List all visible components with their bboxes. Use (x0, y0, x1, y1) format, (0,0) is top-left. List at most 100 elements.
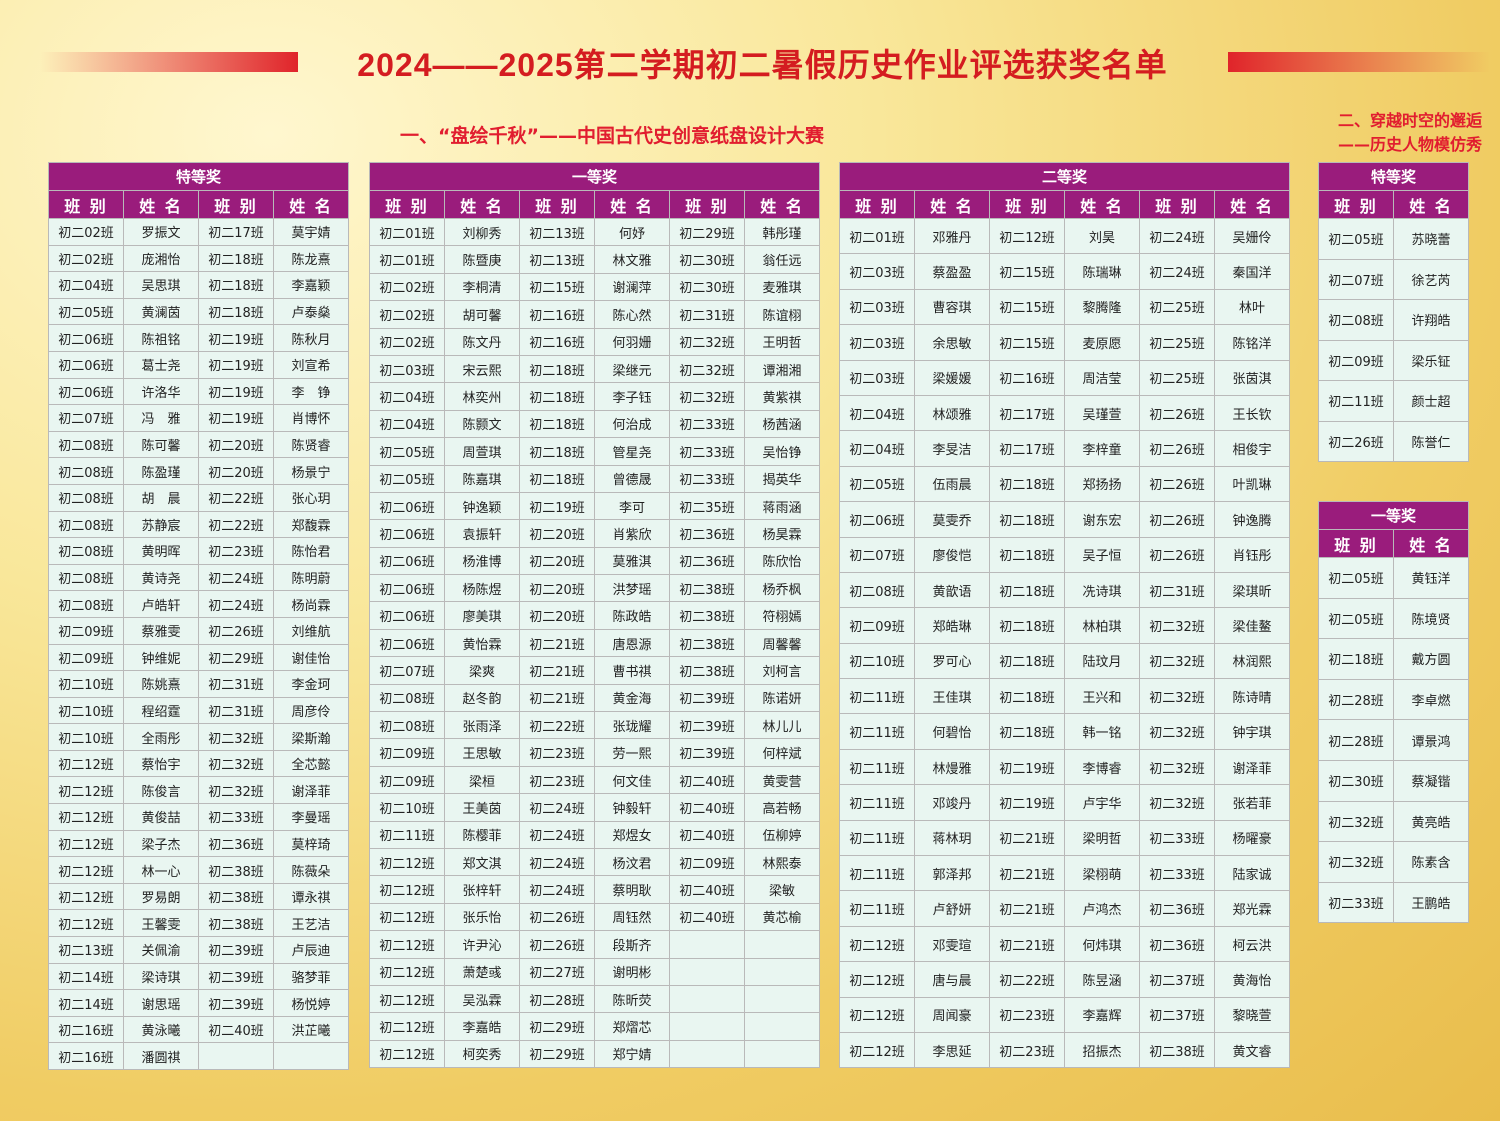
name-cell: 郑馥霖 (272, 510, 350, 539)
name-cell: 袁振轩 (444, 519, 520, 548)
class-cell: 初二38班 (198, 856, 274, 884)
table-row: 初二30班 蔡凝锴 (1318, 759, 1470, 802)
class-cell: 初二12班 (369, 1012, 445, 1041)
name-cell: 李嘉颖 (272, 271, 350, 299)
table-row: 初二33班 王鹏皓 (1318, 881, 1470, 924)
class-cell: 初二12班 (48, 829, 124, 858)
name-cell: 陈可馨 (123, 430, 199, 459)
class-cell: 初二04班 (48, 271, 124, 299)
name-column-header: 姓 名 (1392, 190, 1470, 219)
table-row: 初二08班 张雨泽 初二22班 张珑耀 初二39班 林儿儿 (369, 711, 821, 740)
name-cell: 伍雨晨 (914, 465, 990, 503)
name-cell: 揭英华 (743, 464, 821, 493)
name-cell: 郑光霖 (1213, 890, 1291, 927)
class-cell: 初二09班 (48, 643, 124, 672)
name-cell: 吴泓霖 (444, 984, 520, 1014)
name-cell: 林叶 (1213, 288, 1291, 326)
class-column-header: 班 别 (48, 190, 124, 219)
class-cell: 初二05班 (48, 297, 124, 326)
table-row: 初二07班 廖俊恺 初二18班 吴子恒 初二26班 肖钰彤 (839, 536, 1291, 573)
table-row: 初二12班 周闻豪 初二23班 李嘉辉 初二37班 黎晓萱 (839, 996, 1291, 1033)
class-cell: 初二36班 (669, 519, 745, 548)
class-cell: 初二32班 (1139, 748, 1215, 786)
name-column-header: 姓 名 (743, 190, 821, 219)
table-row: 初二07班冯 雅初二19班 肖博怀 (48, 404, 350, 432)
class-cell: 初二26班 (1139, 430, 1215, 467)
name-cell: 杨景宁 (272, 457, 350, 485)
name-cell: 吴怡铮 (743, 437, 821, 466)
class-cell: 初二18班 (989, 607, 1065, 644)
table-row: 初二05班 陈境贤 (1318, 597, 1470, 640)
class-cell: 初二31班 (198, 670, 274, 698)
class-cell: 初二09班 (369, 765, 445, 795)
table-row: 初二16班 潘圆祺 (48, 1042, 350, 1070)
class-cell (669, 1012, 745, 1041)
class-cell: 初二20班 (519, 546, 595, 576)
name-cell: 段斯齐 (594, 930, 670, 959)
name-cell: 陈怡君 (272, 537, 350, 565)
class-cell: 初二03班 (839, 359, 915, 396)
name-cell: 杨尚霖 (272, 590, 350, 618)
class-cell: 初二37班 (1139, 996, 1215, 1033)
class-cell: 初二38班 (669, 628, 745, 658)
name-cell: 曹书祺 (594, 656, 670, 685)
name-cell: 何治成 (594, 409, 670, 439)
table-row: 初二12班 黄俊喆 初二33班 李曼瑶 (48, 803, 350, 831)
name-cell: 谢佳怡 (272, 643, 350, 672)
name-cell: 钟宇琪 (1213, 713, 1291, 750)
table-row: 初二01班 邓雅丹 初二12班 刘昊 初二24班 吴姗伶 (839, 217, 1291, 255)
name-cell: 梁琪昕 (1213, 571, 1291, 609)
table-row: 初二09班 钟维妮 初二29班 谢佳怡 (48, 643, 350, 672)
name-cell: 莫雅淇 (594, 546, 670, 576)
name-cell: 杨汶君 (594, 847, 670, 877)
name-cell: 何羽姗 (594, 327, 670, 356)
name-cell: 劳一熙 (594, 738, 670, 767)
name-cell: 陈昕荧 (594, 984, 670, 1014)
class-cell: 初二19班 (198, 377, 274, 406)
name-cell: 苏静宸 (123, 510, 199, 539)
name-cell: 陈秋月 (272, 324, 350, 352)
class-cell: 初二21班 (519, 683, 595, 713)
special-prize-table-2: 特等奖班 别姓 名初二05班 苏晓蕾 初二07班 徐艺芮 初二08班 许翔皓 初二09班 梁乐… (1317, 162, 1470, 462)
table-row: 初二10班 罗可心 初二18班 陆玟月 初二32班 林润熙 (839, 642, 1291, 680)
class-cell: 初二08班 (48, 430, 124, 459)
table-row: 初二12班 李思延 初二23班 招振杰 初二38班 黄文睿 (839, 1031, 1291, 1069)
name-cell: 郑熠芯 (594, 1012, 670, 1041)
name-cell: 谢东宏 (1064, 501, 1140, 538)
table-row: 初二12班 邓雯瑄 初二21班 何炜琪 初二36班 柯云洪 (839, 925, 1291, 963)
table-row: 初二06班 葛士尧 初二19班 刘宣希 (48, 350, 350, 379)
table-row: 初二08班 黄诗尧 初二24班 陈明蔚 (48, 563, 350, 592)
name-cell: 全芯懿 (272, 749, 350, 778)
class-cell: 初二07班 (369, 656, 445, 685)
name-cell: 洪梦瑶 (594, 574, 670, 603)
table-row: 初二09班 蔡雅雯 初二26班 刘维航 (48, 616, 350, 645)
table-row: 初二03班 余思敏 初二15班 麦原愿 初二25班 陈铭洋 (839, 324, 1291, 361)
class-cell: 初二22班 (198, 483, 274, 512)
name-cell: 周彦伶 (272, 696, 350, 725)
class-cell: 初二31班 (1139, 571, 1215, 609)
class-cell: 初二32班 (198, 776, 274, 805)
name-cell: 李桐清 (444, 272, 520, 302)
class-cell: 初二18班 (519, 354, 595, 384)
table-row: 初二14班 谢思瑶 初二39班 杨悦婷 (48, 989, 350, 1017)
class-cell: 初二31班 (198, 696, 274, 725)
class-cell: 初二32班 (198, 723, 274, 751)
name-cell: 钟毅轩 (594, 793, 670, 822)
class-cell: 初二39班 (198, 936, 274, 964)
table-row: 初二18班 戴方圆 (1318, 638, 1470, 680)
table-row: 初二06班 黄怡霖 初二21班 唐恩源 初二38班 周馨馨 (369, 628, 821, 658)
class-cell: 初二08班 (48, 483, 124, 512)
class-cell: 初二09班 (48, 616, 124, 645)
name-column-header: 姓 名 (914, 190, 990, 219)
class-cell: 初二10班 (369, 793, 445, 822)
class-cell: 初二26班 (198, 616, 274, 645)
class-cell: 初二18班 (989, 536, 1065, 573)
class-cell: 初二18班 (198, 271, 274, 299)
table-row: 初二08班 陈可馨 初二20班 陈贤睿 (48, 430, 350, 459)
table-row: 初二03班 曹容琪 初二15班 黎腾隆 初二25班 林叶 (839, 288, 1291, 326)
name-cell: 黎晓萱 (1213, 996, 1291, 1033)
class-cell: 初二38班 (1139, 1031, 1215, 1069)
class-cell: 初二39班 (669, 683, 745, 713)
class-cell: 初二23班 (198, 537, 274, 565)
class-cell: 初二16班 (519, 300, 595, 329)
